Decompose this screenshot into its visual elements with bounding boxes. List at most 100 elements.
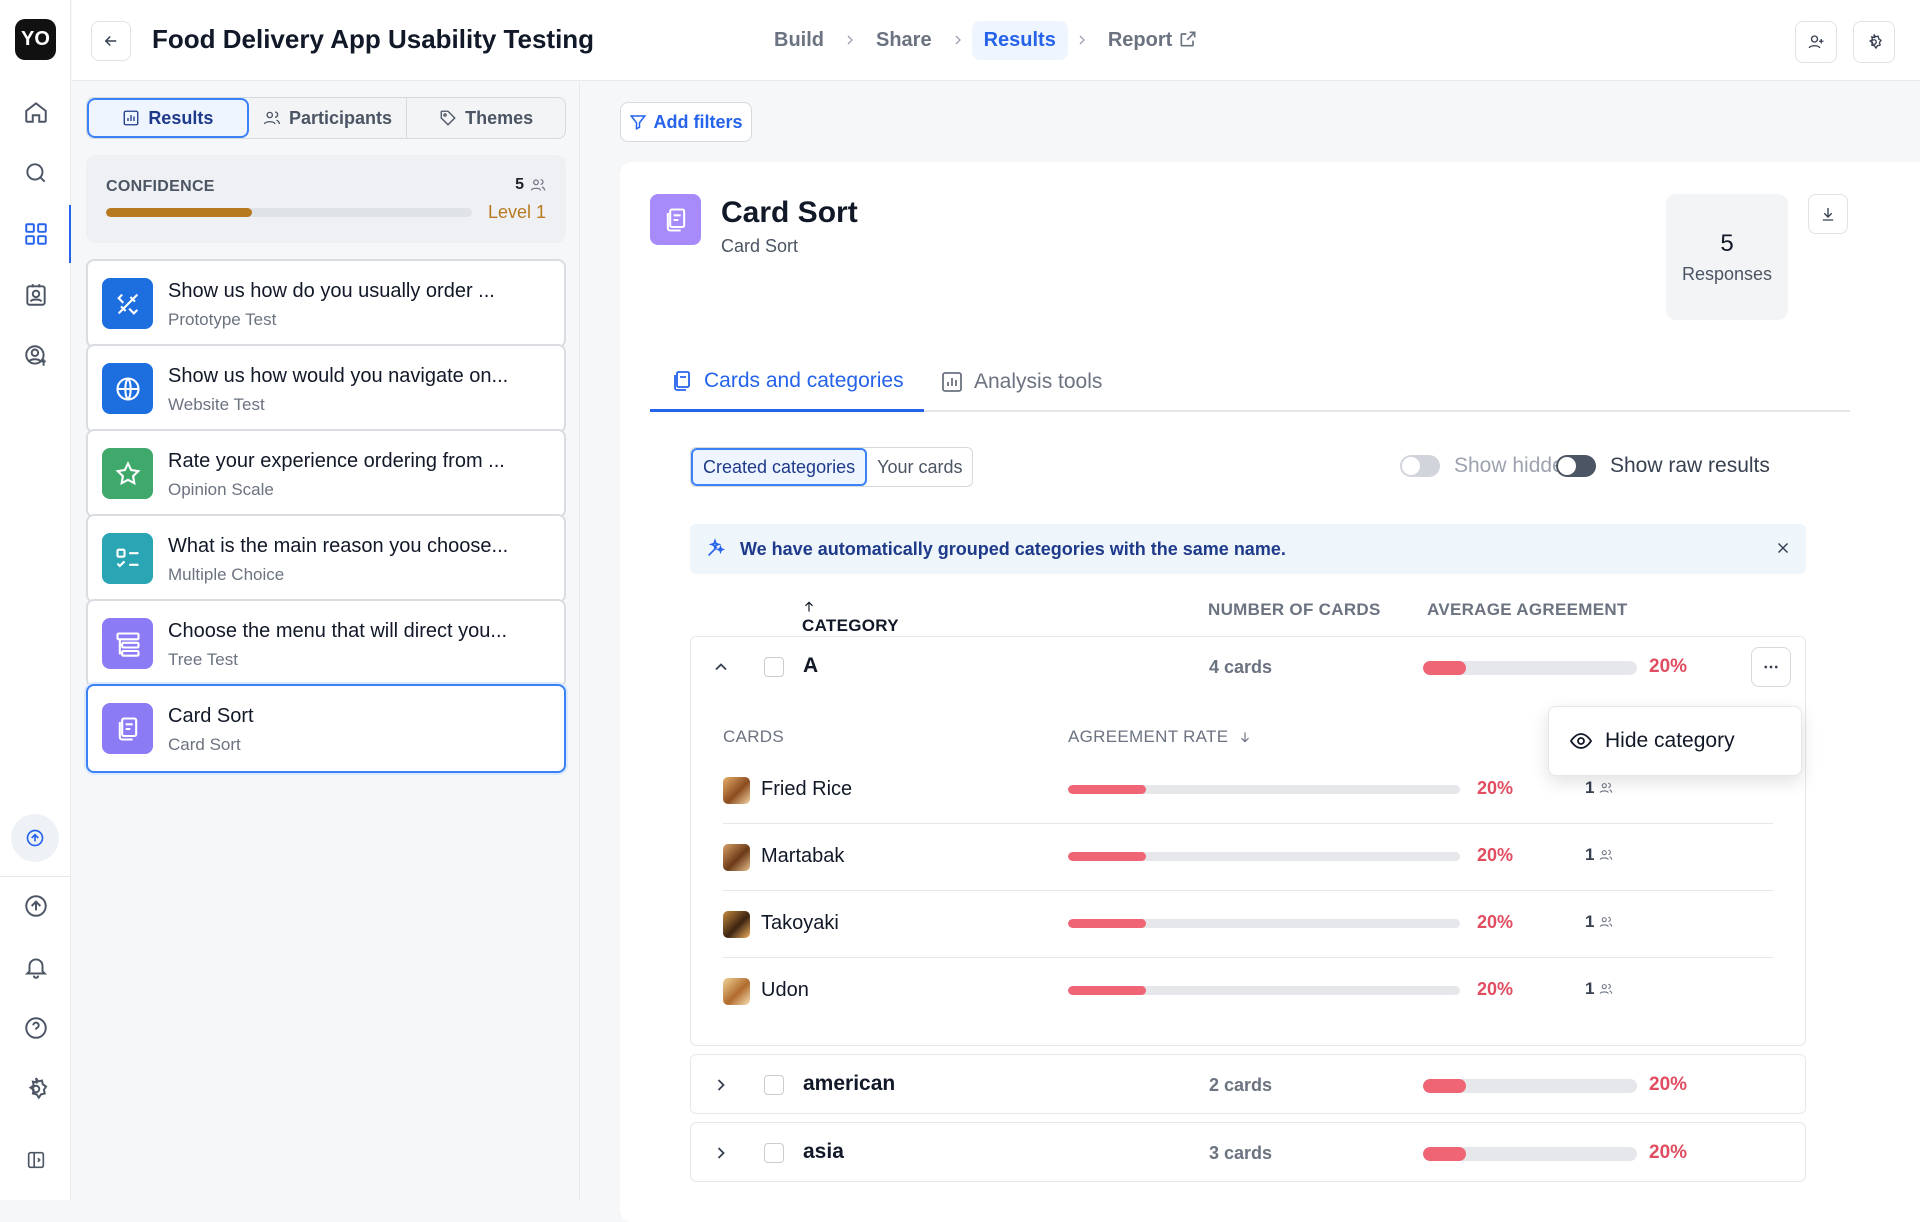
- card-row: Fried Rice 20% 1: [723, 757, 1773, 824]
- tab-themes[interactable]: Themes: [407, 98, 565, 138]
- sort-by-agreement-rate[interactable]: AGREEMENT RATE: [1068, 727, 1252, 747]
- invite-user-button[interactable]: [1795, 21, 1837, 63]
- more-options-button[interactable]: [1751, 647, 1791, 687]
- crumb-share[interactable]: Share: [876, 28, 932, 51]
- card-sort-icon: [650, 194, 701, 245]
- agreement-percent: 20%: [1649, 1142, 1688, 1163]
- category-row[interactable]: A 4 cards 20%: [691, 637, 1805, 697]
- confidence-label: CONFIDENCE: [106, 178, 215, 195]
- arrow-up-icon: [805, 601, 813, 612]
- banner-text: We have automatically grouped categories…: [740, 538, 1286, 559]
- participant-count: 1: [1585, 845, 1613, 865]
- tab-your-cards[interactable]: Your cards: [877, 456, 963, 477]
- toggle-knob: [1402, 457, 1420, 475]
- chevron-up-icon[interactable]: [711, 657, 731, 677]
- contacts-icon[interactable]: [15, 274, 56, 315]
- arrow-down-icon: [1241, 732, 1250, 743]
- card-name: Takoyaki: [761, 912, 839, 934]
- search-icon[interactable]: [15, 152, 56, 193]
- home-icon[interactable]: [15, 91, 56, 132]
- help-icon[interactable]: [15, 1007, 56, 1048]
- project-settings-button[interactable]: [1853, 21, 1895, 63]
- nav-rail: YO: [0, 0, 71, 1200]
- question-title: Choose the menu that will direct you...: [168, 620, 508, 642]
- agreement-rate-fill: [1068, 852, 1147, 861]
- card-row: Martabak 20% 1: [723, 824, 1773, 891]
- chevron-right-icon[interactable]: [711, 1075, 731, 1095]
- billing-icon[interactable]: [15, 335, 56, 376]
- category-name: american: [803, 1072, 896, 1095]
- category-context-menu: Hide category: [1548, 706, 1802, 776]
- category-row[interactable]: asia 3 cards 20%: [690, 1122, 1806, 1182]
- question-card[interactable]: Choose the menu that will direct you... …: [86, 599, 566, 688]
- workspace-logo[interactable]: YO: [15, 19, 56, 60]
- info-banner: We have automatically grouped categories…: [690, 524, 1806, 574]
- results-card: Card Sort Card Sort 5 Responses Cards an…: [620, 162, 1920, 1222]
- show-raw-results-toggle[interactable]: [1556, 455, 1596, 477]
- crumb-results[interactable]: Results: [971, 20, 1068, 60]
- agreement-bar: [1423, 1079, 1637, 1093]
- view-switch: Created categories Your cards: [690, 447, 974, 487]
- users-icon: [263, 111, 281, 125]
- tab-results[interactable]: Results: [87, 98, 249, 138]
- upgrade-icon[interactable]: [11, 814, 59, 862]
- agreement-bar: [1423, 661, 1637, 675]
- close-icon[interactable]: [1774, 539, 1792, 557]
- agreement-rate-percent: 20%: [1477, 845, 1514, 865]
- bell-icon[interactable]: [15, 946, 56, 987]
- question-card[interactable]: Show us how do you usually order ... Pro…: [86, 259, 566, 348]
- grid-icon[interactable]: [15, 213, 56, 254]
- show-hidden-toggle[interactable]: [1400, 455, 1440, 477]
- settings-icon[interactable]: [15, 1068, 56, 1109]
- chevron-right-icon: [1068, 32, 1096, 48]
- question-type: Multiple Choice: [168, 565, 285, 584]
- participant-count-value: 5: [515, 176, 524, 193]
- tab-analysis-tools[interactable]: Analysis tools: [940, 352, 1102, 412]
- sort-by-category[interactable]: CATEGORY: [802, 600, 899, 635]
- category-checkbox[interactable]: [764, 1143, 784, 1163]
- tab-participants[interactable]: Participants: [249, 98, 408, 138]
- question-card[interactable]: What is the main reason you choose... Mu…: [86, 514, 566, 603]
- star-icon: [102, 448, 153, 499]
- agreement-rate-percent: 20%: [1477, 912, 1514, 932]
- agreement-rate-bar: [1068, 986, 1460, 995]
- show-raw-toggle-group: Show raw results: [1556, 454, 1770, 478]
- agreement-bar: [1423, 1147, 1637, 1161]
- crumb-report[interactable]: Report: [1096, 21, 1210, 60]
- question-card[interactable]: Rate your experience ordering from ... O…: [86, 429, 566, 518]
- breadcrumb: Build Share Results Report: [762, 18, 1210, 62]
- question-title: Rate your experience ordering from ...: [168, 450, 505, 472]
- back-button[interactable]: [91, 21, 131, 61]
- sync-icon[interactable]: [15, 885, 56, 926]
- food-thumbnail: [723, 911, 750, 938]
- category-checkbox[interactable]: [764, 1075, 784, 1095]
- responses-stat: 5 Responses: [1666, 194, 1788, 320]
- question-card[interactable]: Show us how would you navigate on... Web…: [86, 344, 566, 433]
- bar-chart-icon: [123, 110, 139, 126]
- agreement-bar-fill: [1423, 661, 1466, 675]
- category-column-label: CATEGORY: [802, 616, 899, 635]
- question-card-selected[interactable]: Card Sort Card Sort: [86, 684, 566, 773]
- tab-cards-and-categories[interactable]: Cards and categories: [650, 352, 924, 412]
- confidence-card: CONFIDENCE 5 Level 1: [86, 155, 566, 243]
- hide-category-menu-item[interactable]: Hide category: [1605, 729, 1735, 752]
- crumb-build[interactable]: Build: [774, 28, 824, 51]
- bar-chart-icon: [942, 372, 962, 392]
- collapse-sidebar-icon[interactable]: [15, 1139, 56, 1180]
- chevron-right-icon[interactable]: [711, 1143, 731, 1163]
- question-type: Card Sort: [168, 735, 241, 754]
- gear-icon: [1868, 34, 1882, 50]
- tab-created-categories[interactable]: Created categories: [691, 448, 868, 486]
- users-icon: [1600, 782, 1613, 793]
- confidence-progress-fill: [106, 208, 253, 217]
- add-filters-button[interactable]: Add filters: [620, 102, 752, 142]
- agreement-rate-percent: 20%: [1477, 979, 1514, 999]
- participant-count: 1: [1585, 979, 1613, 999]
- category-row[interactable]: american 2 cards 20%: [690, 1054, 1806, 1114]
- results-tabs: Results Participants Themes: [86, 97, 566, 139]
- show-raw-label: Show raw results: [1610, 454, 1770, 477]
- participant-count: 1: [1585, 912, 1613, 932]
- participant-count: 1: [1585, 778, 1613, 798]
- category-checkbox[interactable]: [764, 657, 784, 677]
- download-button[interactable]: [1808, 194, 1848, 234]
